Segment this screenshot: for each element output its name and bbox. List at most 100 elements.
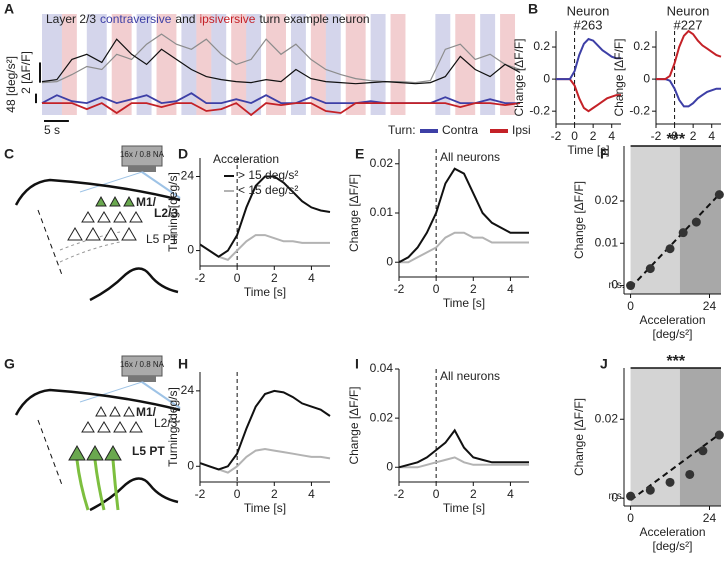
x-tick-label: 0 — [571, 129, 578, 143]
panel-label: I — [355, 356, 359, 372]
chart-title: Neuron — [567, 3, 610, 18]
x-tick-label: 4 — [308, 487, 315, 501]
fit-line — [629, 432, 722, 501]
turn-band — [455, 14, 476, 115]
legend-label: > 15 deg/s² — [238, 168, 298, 182]
series-line — [656, 29, 722, 81]
x-axis-label: [deg/s²] — [652, 539, 692, 553]
series-line — [398, 428, 529, 469]
panel-label: J — [600, 356, 608, 372]
y-tick-label: 0 — [611, 490, 618, 504]
y-tick-label: -0.2 — [529, 103, 550, 117]
x-tick-label: -2 — [394, 282, 405, 296]
x-axis-label: Time [s] — [443, 296, 485, 310]
y-tick-label: 0.04 — [370, 361, 394, 375]
trace-line — [41, 38, 521, 85]
objective-tip — [128, 166, 156, 172]
x-tick-label: 4 — [507, 282, 514, 296]
neurons — [81, 405, 143, 433]
point — [645, 264, 655, 274]
x-axis-label: Time [s] — [567, 143, 609, 157]
title-part: and — [175, 12, 195, 26]
title-part: Layer 2/3 — [46, 12, 96, 26]
legend-label: < 15 deg/s² — [238, 183, 298, 197]
title-part: turn example neuron — [259, 12, 369, 26]
brain-surface — [14, 178, 181, 206]
series-line — [199, 175, 331, 258]
objective-label: 16x / 0.8 NA — [120, 360, 165, 369]
x-tick-label: -2 — [195, 487, 206, 501]
series-line — [398, 167, 529, 264]
legend-title: Acceleration — [213, 152, 279, 166]
y-tick-label: 0 — [543, 71, 550, 85]
scale-bar-label: 2 [ΔF/F] — [19, 51, 33, 94]
annotation: n.s. — [608, 491, 624, 502]
turn-band — [181, 14, 197, 115]
layer-line — [59, 241, 121, 263]
annotation: n.s. — [608, 280, 624, 291]
significance: *** — [666, 131, 685, 148]
y-tick-label: 0 — [643, 71, 650, 85]
point — [714, 430, 724, 440]
point — [665, 477, 675, 487]
x-tick-label: 2 — [690, 129, 697, 143]
y-tick-label: 0 — [386, 254, 393, 268]
turn-band — [156, 14, 177, 115]
beam — [141, 381, 181, 409]
boundary — [37, 209, 63, 276]
y-axis-label: Change [ΔF/F] — [347, 174, 361, 252]
turn-band — [42, 14, 62, 115]
x-tick-label: 2 — [271, 487, 278, 501]
x-tick-label: 0 — [671, 129, 678, 143]
x-axis-label: Time [s] — [244, 501, 286, 515]
x-tick-label: -2 — [651, 129, 662, 143]
turn-band — [86, 14, 107, 115]
x-tick-label: 4 — [708, 129, 715, 143]
x-tick-label: 24 — [703, 511, 717, 525]
legend-title: Turn: — [388, 123, 416, 137]
x-tick-label: 0 — [433, 487, 440, 501]
turn-band — [266, 14, 286, 115]
turn-band — [345, 14, 366, 115]
y-tick-label: 0.2 — [633, 39, 650, 53]
turn-band — [211, 14, 227, 115]
x-tick-label: 2 — [590, 129, 597, 143]
y-tick-label: 24 — [181, 383, 195, 397]
diagram: C 16x / 0.8 NA M1/ L2/3 L5 PT — [4, 145, 181, 302]
x-tick-label: 0 — [627, 299, 634, 313]
chart-title: All neurons — [440, 150, 500, 164]
y-tick-label: 0.01 — [595, 235, 619, 249]
series-line — [199, 389, 331, 471]
label: L2/3 — [154, 206, 178, 220]
x-tick-label: 24 — [703, 299, 717, 313]
dendrites — [75, 459, 120, 511]
series-line — [399, 231, 529, 264]
point — [645, 485, 655, 495]
legend-label: Ipsi — [512, 123, 531, 137]
panel-label: G — [4, 356, 15, 372]
panel-label: H — [178, 356, 188, 372]
trace-line — [41, 33, 521, 84]
turn-band — [325, 14, 341, 115]
chart-title: Neuron — [667, 3, 710, 18]
x-tick-label: 4 — [608, 129, 615, 143]
turn-band — [500, 14, 516, 115]
x-axis-label: Acceleration — [639, 525, 705, 539]
objective-label: 16x / 0.8 NA — [120, 150, 165, 159]
x-tick-label: 4 — [507, 487, 514, 501]
point — [685, 469, 695, 479]
y-axis-label: Turning [deg/s] — [166, 387, 180, 467]
turn-band — [435, 14, 451, 115]
beam — [79, 381, 143, 403]
y-tick-label: 0.02 — [370, 410, 394, 424]
chart-title: All neurons — [440, 369, 500, 383]
y-axis-label: Change [ΔF/F] — [347, 386, 361, 464]
point — [698, 446, 708, 456]
label: M1/ — [136, 405, 157, 419]
label: L5 PT — [132, 444, 165, 458]
y-tick-label: 0.02 — [595, 411, 619, 425]
chart-title: Layer 2/3 contraversive and ipsiversive turn… — [46, 12, 370, 26]
neurons-l23 — [95, 195, 135, 207]
beam — [141, 171, 181, 199]
